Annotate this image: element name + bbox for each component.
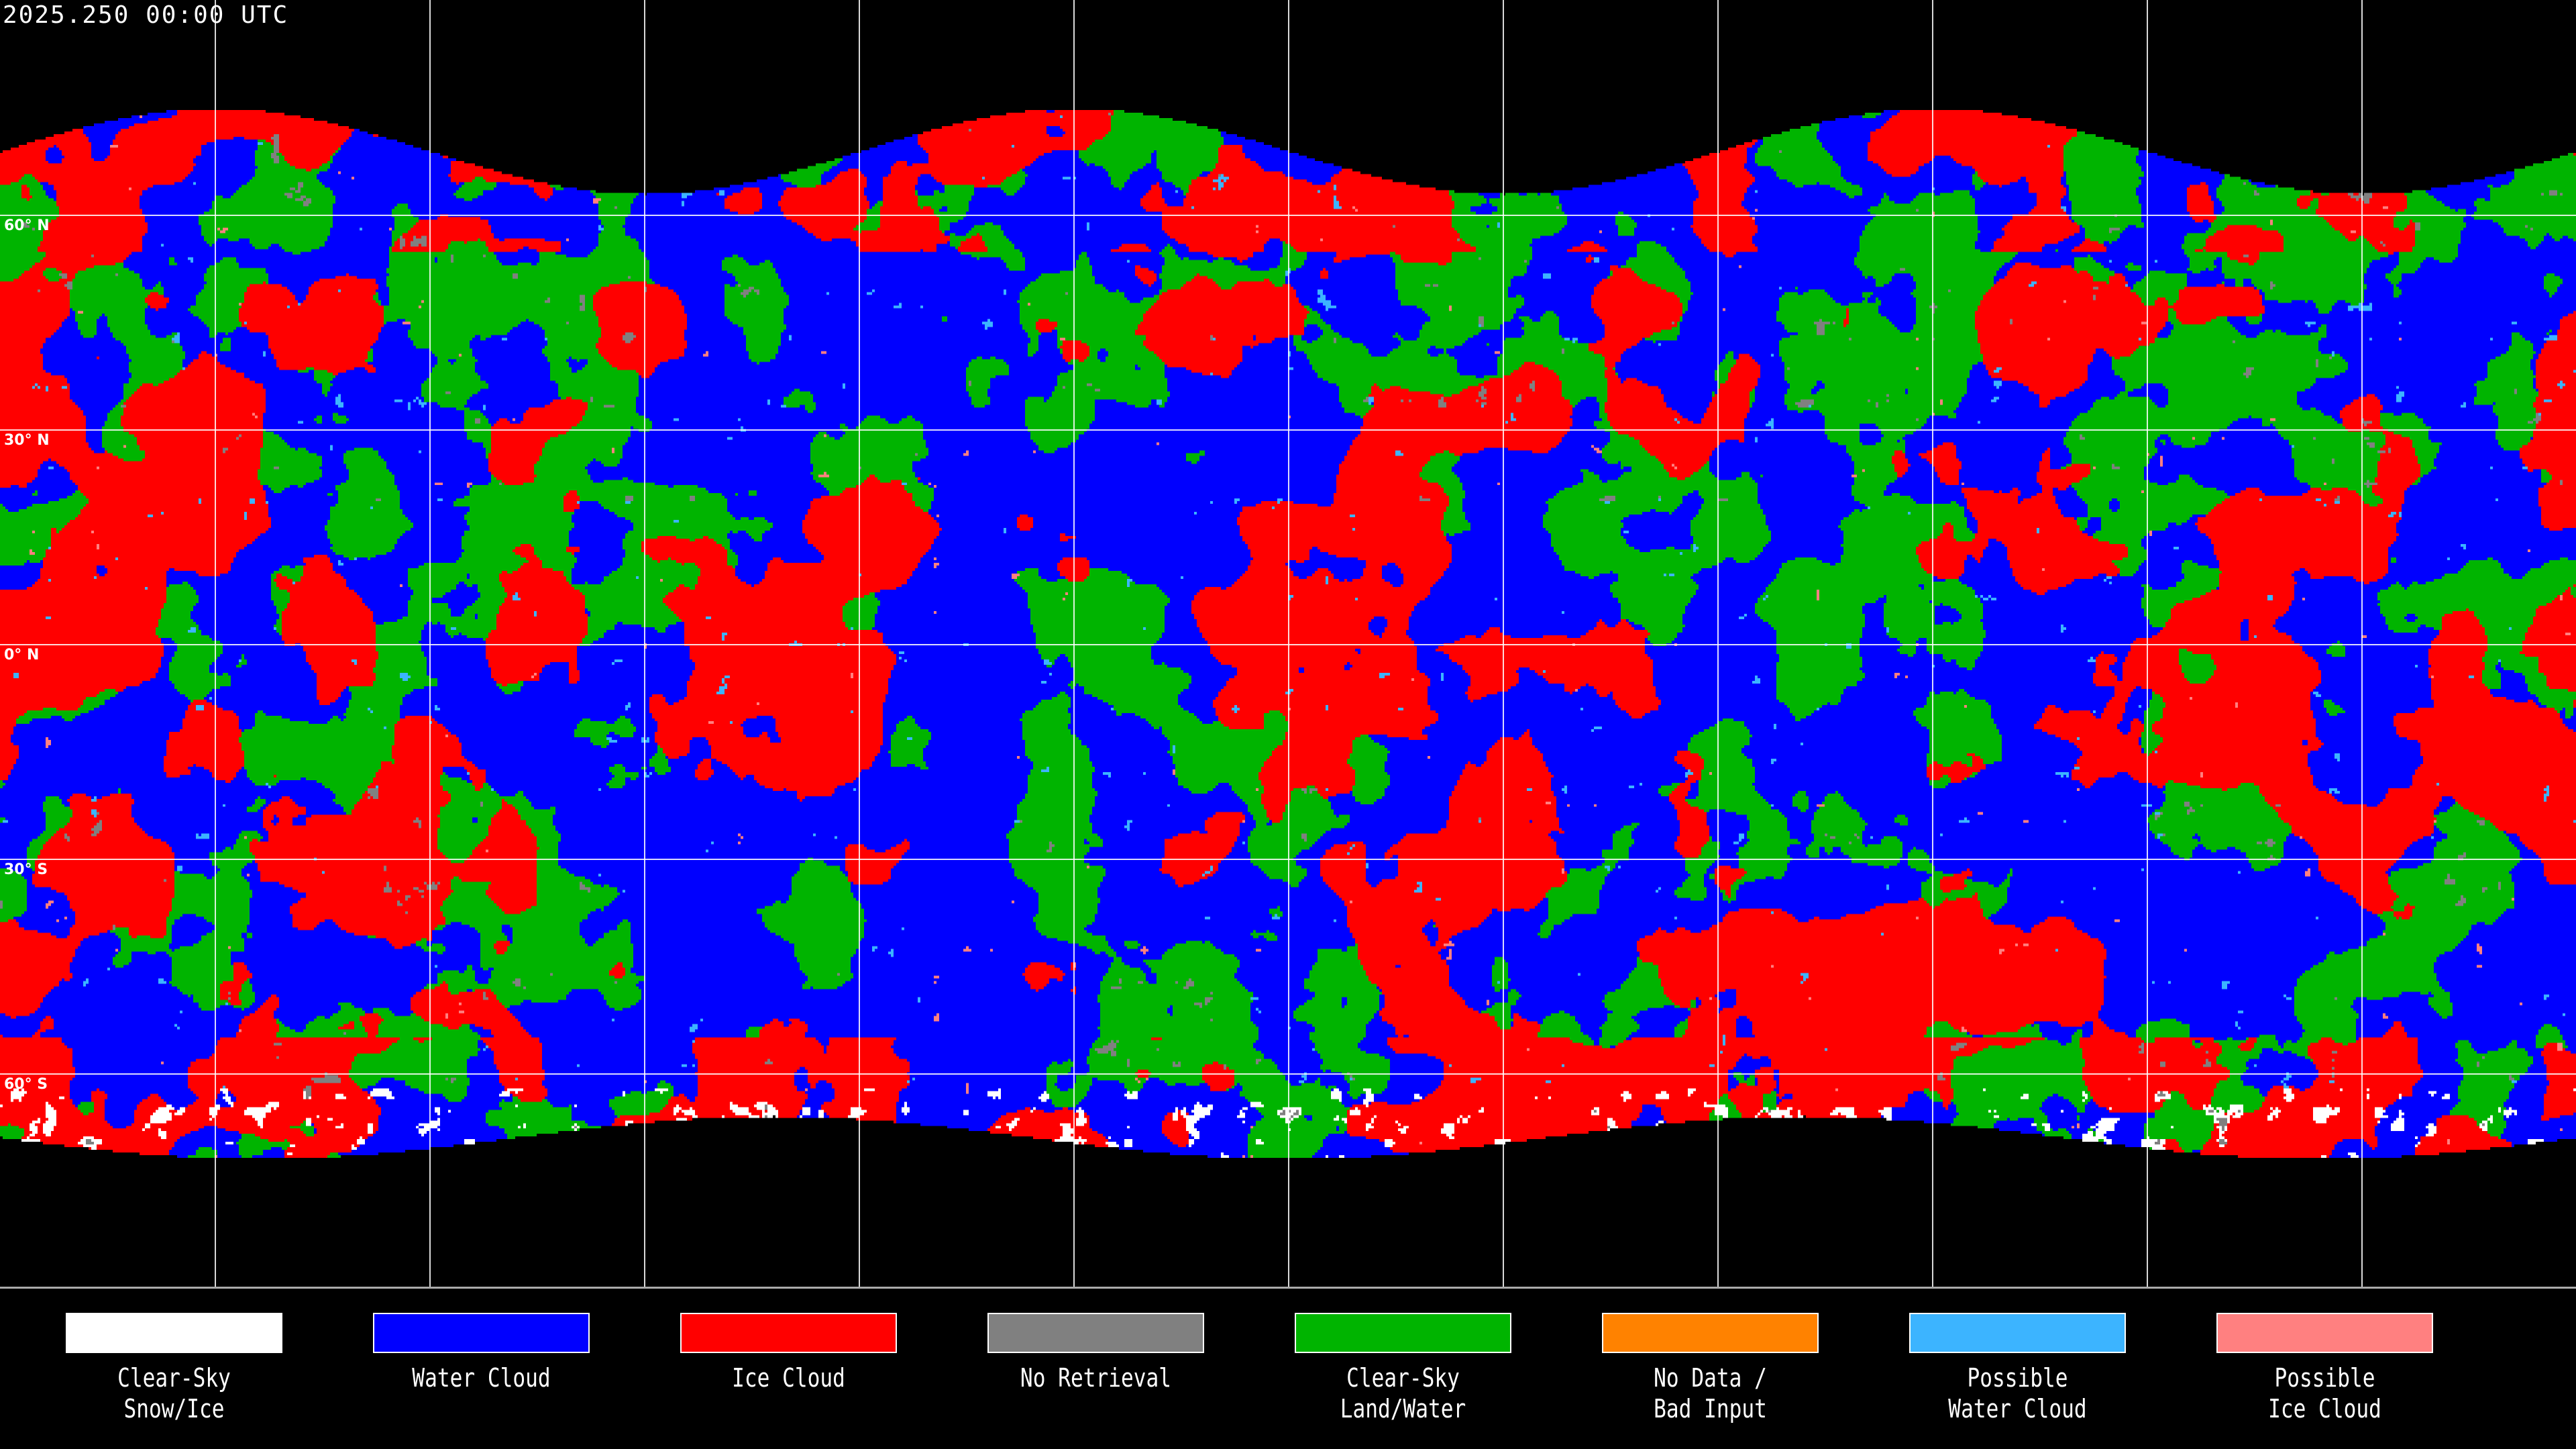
parallel-line — [0, 859, 2576, 860]
meridian-line — [1503, 0, 1504, 1287]
legend-label: No Data / Bad Input — [1654, 1363, 1767, 1424]
legend-item: No Retrieval — [987, 1313, 1204, 1393]
legend-swatch — [987, 1313, 1204, 1353]
legend-swatch — [2216, 1313, 2433, 1353]
meridian-line — [2147, 0, 2148, 1287]
legend-swatch — [680, 1313, 897, 1353]
legend-swatch — [1295, 1313, 1511, 1353]
meridian-line — [1932, 0, 1933, 1287]
timestamp-title: 2025.250 00:00 UTC — [3, 1, 289, 29]
meridian-line — [1288, 0, 1289, 1287]
legend-divider — [0, 1287, 2576, 1289]
legend-item: Water Cloud — [373, 1313, 590, 1393]
legend-label: Clear-Sky Land/Water — [1340, 1363, 1466, 1424]
legend-label: Possible Ice Cloud — [2268, 1363, 2381, 1424]
legend-item: Clear-Sky Land/Water — [1295, 1313, 1511, 1424]
meridian-line — [644, 0, 645, 1287]
meridian-line — [1717, 0, 1719, 1287]
legend-item: No Data / Bad Input — [1602, 1313, 1819, 1424]
legend-label: Possible Water Cloud — [1948, 1363, 2087, 1424]
meridian-line — [859, 0, 860, 1287]
meridian-line — [1073, 0, 1075, 1287]
latitude-label: 60° S — [4, 1076, 48, 1093]
latitude-label: 30° N — [4, 432, 50, 449]
legend-swatch — [1909, 1313, 2126, 1353]
legend-label: Clear-Sky Snow/Ice — [117, 1363, 231, 1424]
parallel-line — [0, 644, 2576, 645]
latitude-label: 0° N — [4, 647, 40, 663]
legend-swatch — [373, 1313, 590, 1353]
legend-label: Water Cloud — [412, 1363, 551, 1393]
meridian-line — [429, 0, 431, 1287]
parallel-line — [0, 429, 2576, 431]
legend-swatch — [66, 1313, 282, 1353]
legend-item: Ice Cloud — [680, 1313, 897, 1393]
legend-item: Possible Water Cloud — [1909, 1313, 2126, 1424]
legend-label: No Retrieval — [1020, 1363, 1172, 1393]
legend-item: Possible Ice Cloud — [2216, 1313, 2433, 1424]
latitude-label: 60° N — [4, 217, 50, 234]
meridian-line — [215, 0, 216, 1287]
latitude-label: 30° S — [4, 861, 48, 878]
legend-label: Ice Cloud — [732, 1363, 845, 1393]
parallel-line — [0, 215, 2576, 216]
parallel-line — [0, 1073, 2576, 1075]
meridian-line — [2361, 0, 2363, 1287]
legend-swatch — [1602, 1313, 1819, 1353]
cloud-phase-map: 60° N 30° N 0° N 30° S 60° S — [0, 0, 2576, 1287]
legend-item: Clear-Sky Snow/Ice — [66, 1313, 282, 1424]
legend: Clear-Sky Snow/Ice Water Cloud Ice Cloud No… — [0, 1289, 2576, 1449]
